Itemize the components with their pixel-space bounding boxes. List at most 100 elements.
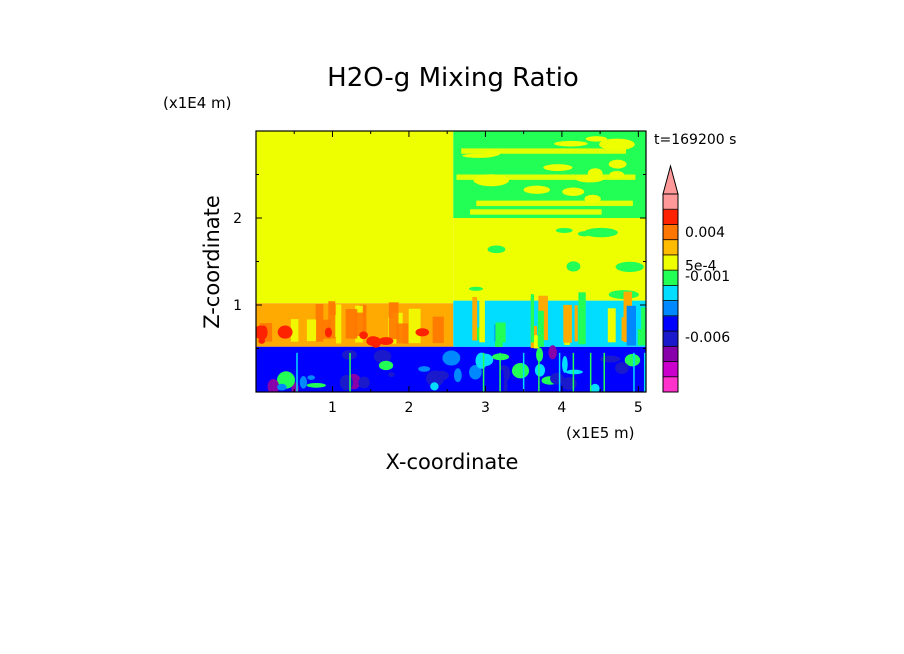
updraft-streak (296, 352, 298, 392)
mid-plume (472, 296, 478, 341)
orange-plume (306, 319, 317, 342)
updraft-streak (349, 352, 351, 392)
boundary-cell (600, 355, 621, 363)
colorbar-swatch (663, 315, 678, 332)
colorbar-swatch (663, 239, 678, 256)
red-cell (324, 327, 333, 338)
colorbar-tick-label: 0.004 (685, 225, 725, 241)
boundary-cell (562, 355, 568, 373)
orange-plume (408, 308, 421, 344)
yellow-band (458, 218, 643, 224)
boundary-cell (453, 368, 462, 383)
orange-plume (315, 304, 324, 342)
mid-plume (578, 292, 586, 345)
mid-plume (621, 317, 629, 341)
colorbar-swatch (663, 254, 678, 271)
time-label: t=169200 s (654, 132, 736, 148)
red-cell (415, 328, 430, 337)
updraft-streak (482, 352, 485, 392)
x-tick-label: 2 (404, 400, 413, 416)
orange-plume (336, 304, 342, 344)
red-cell (258, 337, 266, 344)
updraft-streak (603, 352, 606, 392)
yellow-patch (585, 136, 608, 142)
green-patch (615, 261, 644, 272)
boundary-cell (373, 349, 392, 364)
boundary-cell (475, 352, 488, 369)
updraft-streak (633, 352, 635, 392)
boundary-cell (548, 345, 557, 360)
mid-plume (537, 310, 544, 347)
mid-plume (626, 305, 637, 346)
boundary-cell (565, 369, 583, 375)
colorbar: 0.004 5e-4-0.001 -0.006 (662, 164, 730, 393)
yellow-patch (608, 159, 627, 169)
mid-plume (637, 329, 646, 346)
y-unit-label: (x1E4 m) (163, 94, 232, 112)
boundary-cell (358, 376, 370, 389)
x-tick-label: 3 (481, 400, 490, 416)
boundary-cell (306, 382, 326, 388)
x-tick-label: 5 (634, 400, 643, 416)
green-patch (583, 227, 618, 238)
green-patch (487, 245, 506, 254)
yellow-patch (584, 194, 601, 204)
boundary-cell (442, 350, 461, 366)
boundary-cell (378, 360, 394, 371)
x-axis-label: X-coordinate (386, 450, 519, 474)
y-axis: 12 (233, 174, 646, 349)
region-yellow (256, 131, 454, 304)
colorbar-swatch (663, 376, 678, 393)
field-contours (256, 131, 646, 392)
red-cell (378, 337, 394, 345)
y-axis-label: Z-coordinate (200, 195, 224, 329)
mid-plume (530, 294, 534, 343)
boundary-cell (299, 376, 307, 389)
x-unit-label: (x1E5 m) (566, 424, 635, 442)
colorbar-swatch (663, 209, 678, 225)
yellow-patch (554, 140, 588, 147)
boundary-cell (503, 377, 508, 392)
yellow-band (461, 148, 627, 154)
yellow-patch (609, 170, 625, 179)
updraft-streak (522, 352, 525, 392)
colorbar-tick-label: 5e-4 (685, 259, 717, 275)
updraft-streak (572, 352, 575, 392)
green-patch (566, 261, 581, 272)
boundary-cell (339, 374, 354, 391)
yellow-band (476, 200, 633, 206)
colorbar-frame (662, 193, 679, 393)
updraft-streak (558, 352, 561, 392)
mid-plume (495, 322, 506, 343)
colorbar-tick-label: -0.006 (685, 330, 730, 346)
colorbar-swatch (663, 194, 678, 210)
mid-plume (607, 308, 616, 343)
mid-plume (641, 307, 646, 341)
boundary-cell (267, 378, 280, 392)
boundary-cell (550, 372, 564, 385)
yellow-patch (523, 185, 551, 194)
orange-plume (354, 312, 365, 336)
yellow-patch (483, 150, 501, 157)
mid-plume (479, 291, 485, 343)
boundary-cell (388, 372, 395, 378)
yellow-patch (599, 138, 635, 151)
yellow-band (456, 174, 636, 180)
updraft-streak (538, 352, 540, 392)
x-tick-label: 4 (557, 400, 566, 416)
y-tick-label: 1 (233, 298, 242, 314)
green-patch (555, 227, 573, 234)
orange-plume (396, 323, 409, 344)
orange-plume (388, 302, 399, 340)
orange-plume (345, 309, 358, 339)
mid-plume (574, 305, 578, 342)
boundary-cell (307, 375, 316, 380)
plot-area (255, 130, 647, 393)
boundary-cell (430, 382, 439, 391)
orange-plume (290, 319, 299, 342)
orange-plume (328, 301, 336, 339)
green-patch (577, 231, 591, 237)
boundary-cell (624, 353, 641, 367)
yellow-band (470, 209, 602, 215)
